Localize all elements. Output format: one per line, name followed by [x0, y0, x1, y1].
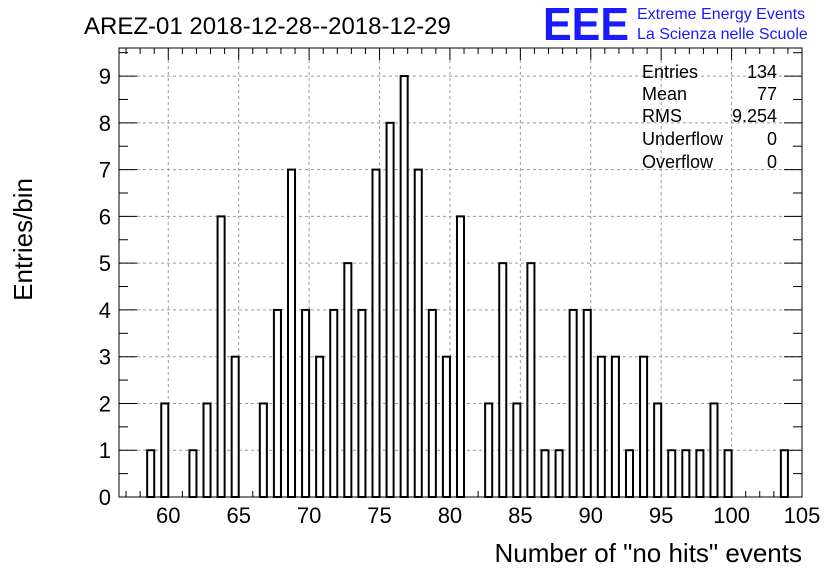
x-tick-label: 70: [297, 503, 321, 528]
histogram-bar: [639, 355, 649, 498]
histogram-bar: [582, 308, 592, 498]
logo-mark: EEE: [543, 0, 629, 50]
histogram-bar: [498, 262, 508, 499]
x-tick-label: 85: [508, 503, 532, 528]
histogram-bar: [681, 449, 691, 498]
y-tick-label: 0: [99, 485, 111, 510]
plot-frame: [118, 47, 803, 498]
histogram-bar: [554, 449, 564, 498]
histogram-bar: [624, 449, 635, 498]
histogram-bar: [343, 262, 353, 499]
stats-value: 77: [757, 84, 777, 104]
stats-row-mean: Mean 77: [642, 84, 777, 104]
histogram-bar: [272, 308, 282, 498]
histogram-bar: [301, 308, 311, 498]
stats-box: Entries 134 Mean 77 RMS 9.254 Underflow …: [642, 62, 777, 172]
histogram-bar: [653, 402, 663, 499]
histogram-bar: [455, 215, 466, 498]
histogram-bar: [526, 262, 536, 499]
x-tick-label: 105: [784, 503, 821, 528]
histogram-bar: [484, 402, 494, 499]
y-tick-label: 6: [99, 204, 111, 229]
stats-row-underflow: Underflow 0: [642, 129, 777, 149]
stats-label: Entries: [642, 62, 698, 82]
stats-row-rms: RMS 9.254: [642, 106, 777, 126]
stats-row-entries: Entries 134: [642, 62, 777, 82]
histogram-bar: [216, 215, 226, 498]
stats-value: 0: [767, 129, 777, 149]
y-tick-label: 7: [99, 158, 111, 183]
histogram-bar: [146, 449, 156, 498]
histogram-bar: [286, 168, 297, 499]
histogram-bar: [357, 308, 367, 498]
y-tick-label: 3: [99, 345, 111, 370]
x-axis-title: Number of "no hits" events: [495, 538, 803, 568]
chart-title: AREZ-01 2018-12-28--2018-12-29: [84, 13, 451, 40]
x-tick-label: 60: [156, 503, 180, 528]
x-tick-label: 80: [438, 503, 462, 528]
histogram-bar: [413, 168, 423, 499]
histogram-bar: [230, 355, 240, 498]
y-tick-label: 5: [99, 251, 111, 276]
histogram-bar: [568, 308, 578, 498]
x-tick-label: 65: [226, 503, 250, 528]
grid: [119, 48, 802, 497]
histogram-bar: [441, 355, 451, 498]
logo: EEE Extreme Energy Events La Scienza nel…: [543, 0, 808, 50]
x-tick-label: 100: [713, 503, 750, 528]
stats-row-overflow: Overflow 0: [642, 152, 777, 172]
histogram-bar: [596, 355, 606, 498]
histogram-bar: [427, 308, 437, 498]
y-tick-label: 2: [99, 391, 111, 416]
histogram-bar: [667, 449, 677, 498]
histogram-bar: [540, 449, 550, 498]
stats-value: 9.254: [732, 106, 777, 126]
y-tick-label: 1: [99, 438, 111, 463]
stats-value: 0: [767, 152, 777, 172]
x-tick-labels: 60 65 70 75 80 85 90 95 100 105: [156, 503, 820, 528]
x-tick-label: 95: [649, 503, 673, 528]
stats-value: 134: [747, 62, 777, 82]
histogram-bar: [371, 168, 381, 499]
histogram-bar: [385, 121, 395, 498]
histogram-bar: [258, 402, 268, 499]
histogram-bar: [709, 402, 719, 499]
logo-line-2: La Scienza nelle Scuole: [637, 26, 808, 43]
y-tick-label: 4: [99, 298, 111, 323]
y-tick-label: 8: [99, 111, 111, 136]
histogram-bar: [329, 308, 339, 498]
stats-label: Overflow: [642, 152, 714, 172]
stats-label: Underflow: [642, 129, 724, 149]
y-tick-label: 9: [99, 64, 111, 89]
y-tick-labels: 0 1 2 3 4 5 6 7 8 9: [99, 64, 111, 510]
histogram-bar: [315, 355, 325, 498]
histogram-bar: [610, 355, 620, 498]
histogram-bar: [399, 75, 409, 498]
stats-label: Mean: [642, 84, 687, 104]
histogram-bar: [202, 402, 212, 499]
histogram-bar: [160, 402, 170, 499]
y-axis-title: Entries/bin: [8, 178, 38, 301]
histogram-bar: [188, 449, 198, 498]
axis-ticks: [119, 48, 803, 498]
x-tick-label: 90: [579, 503, 603, 528]
histogram-bar: [512, 402, 522, 499]
histogram-bar: [695, 449, 705, 498]
histogram-bar: [723, 449, 733, 498]
logo-line-1: Extreme Energy Events: [637, 6, 805, 23]
stats-label: RMS: [642, 106, 682, 126]
x-tick-label: 75: [367, 503, 391, 528]
histogram-bar: [779, 449, 789, 498]
